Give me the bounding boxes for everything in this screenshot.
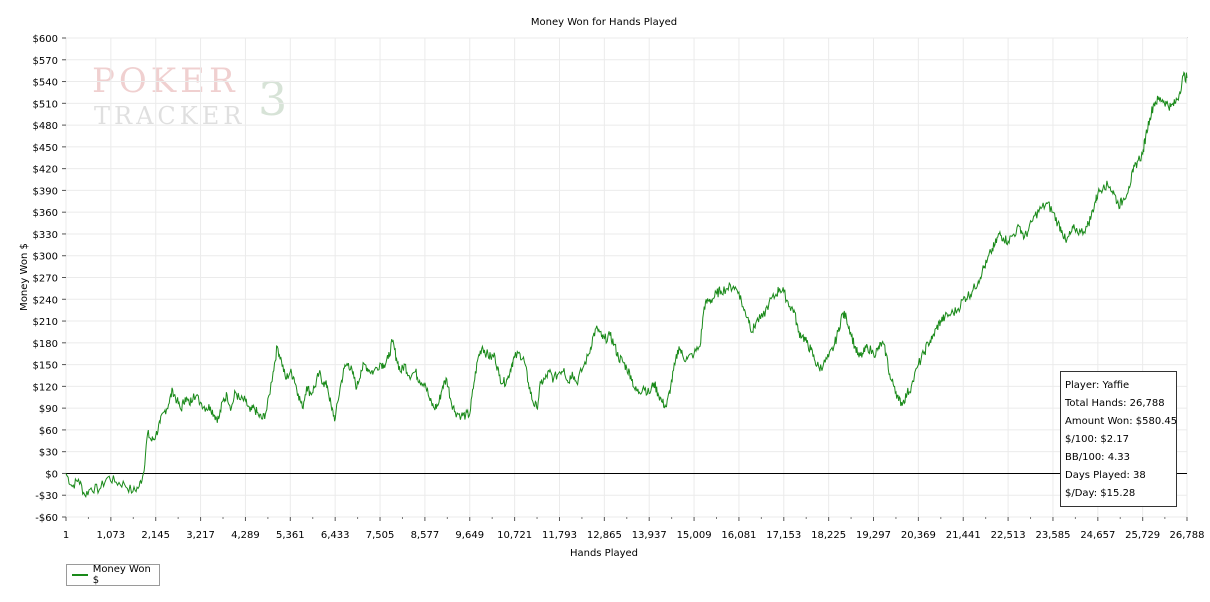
series-line-money-won: [65, 71, 1188, 498]
y-tick-label: $120: [33, 382, 58, 393]
y-tick-label: -$60: [35, 513, 58, 524]
y-tick-label: $60: [39, 426, 58, 437]
x-tick-label: 26,788: [1170, 530, 1205, 541]
y-tick-label: $480: [33, 121, 58, 132]
y-tick-label: $360: [33, 208, 58, 219]
x-tick-label: 17,153: [766, 530, 801, 541]
x-tick-label: 13,937: [632, 530, 667, 541]
x-tick-label: 11,793: [542, 530, 577, 541]
stat-days-played: Days Played: 38: [1065, 470, 1146, 481]
y-tick-label: $300: [33, 252, 58, 263]
y-tick-label: $180: [33, 339, 58, 350]
x-tick-label: 3,217: [186, 530, 215, 541]
x-tick-label: 7,505: [366, 530, 395, 541]
x-tick-label: 24,657: [1080, 530, 1115, 541]
y-tick-label: $270: [33, 274, 58, 285]
x-tick-label: 25,729: [1125, 530, 1160, 541]
y-tick-label: $540: [33, 78, 58, 89]
x-tick-label: 15,009: [677, 530, 712, 541]
x-tick-label: 18,225: [811, 530, 846, 541]
x-tick-label: 19,297: [856, 530, 891, 541]
legend: Money Won $: [66, 564, 160, 586]
watermark-line2: TRACKER: [94, 102, 245, 130]
y-tick-label: $150: [33, 361, 58, 372]
y-tick-label: $240: [33, 295, 58, 306]
y-tick-label: $390: [33, 186, 58, 197]
y-tick-label: $30: [39, 448, 58, 459]
stat-total-hands: Total Hands: 26,788: [1065, 398, 1165, 409]
x-tick-label: 9,649: [455, 530, 484, 541]
x-axis-label: Hands Played: [570, 548, 638, 559]
y-tick-label: $510: [33, 99, 58, 110]
chart-title: Money Won for Hands Played: [531, 17, 677, 28]
x-tick-label: 8,577: [411, 530, 440, 541]
stat-per-day: $/Day: $15.28: [1065, 488, 1136, 499]
stat-player: Player: Yaffie: [1065, 380, 1130, 391]
x-tick-label: 5,361: [276, 530, 305, 541]
y-tick-label: $420: [33, 165, 58, 176]
x-tick-label: 16,081: [721, 530, 756, 541]
watermark-line1: POKER: [92, 61, 239, 101]
y-tick-label: $90: [39, 404, 58, 415]
x-tick-label: 12,865: [587, 530, 622, 541]
stat-bb-100: BB/100: 4.33: [1065, 452, 1130, 463]
x-tick-label: 1,073: [97, 530, 126, 541]
stat-amount-won: Amount Won: $580.45: [1065, 416, 1178, 427]
x-tick-label: 6,433: [321, 530, 350, 541]
y-axis-ticks: $600 $570 $540 $510 $480 $450 $420 $390 $360 $330…: [33, 34, 66, 524]
y-tick-label: $450: [33, 143, 58, 154]
x-tick-label: 20,369: [901, 530, 936, 541]
y-tick-label: $330: [33, 230, 58, 241]
x-tick-label: 23,585: [1035, 530, 1070, 541]
x-tick-label: 21,441: [946, 530, 981, 541]
x-tick-label: 22,513: [991, 530, 1026, 541]
y-tick-label: -$30: [35, 491, 58, 502]
x-tick-label: 1: [63, 530, 69, 541]
x-tick-label: 4,289: [231, 530, 260, 541]
y-tick-label: $210: [33, 317, 58, 328]
y-tick-label: $0: [45, 469, 58, 480]
y-tick-label: $570: [33, 56, 58, 67]
stats-box: Player: Yaffie Total Hands: 26,788 Amoun…: [1060, 371, 1177, 507]
x-tick-label: 10,721: [497, 530, 532, 541]
y-tick-label: $600: [33, 34, 58, 45]
watermark-mark: 3: [258, 72, 287, 126]
watermark-logo: POKER TRACKER 3: [92, 61, 287, 130]
legend-swatch: [72, 574, 88, 576]
x-tick-label: 2,145: [141, 530, 170, 541]
legend-label: Money Won $: [92, 564, 151, 586]
y-axis-label: Money Won $: [19, 243, 30, 311]
x-axis-ticks: 1 1,073 2,145 3,217 4,289 5,361 6,433 7,505 8,57…: [63, 517, 1205, 541]
stat-per-100: $/100: $2.17: [1065, 434, 1129, 445]
